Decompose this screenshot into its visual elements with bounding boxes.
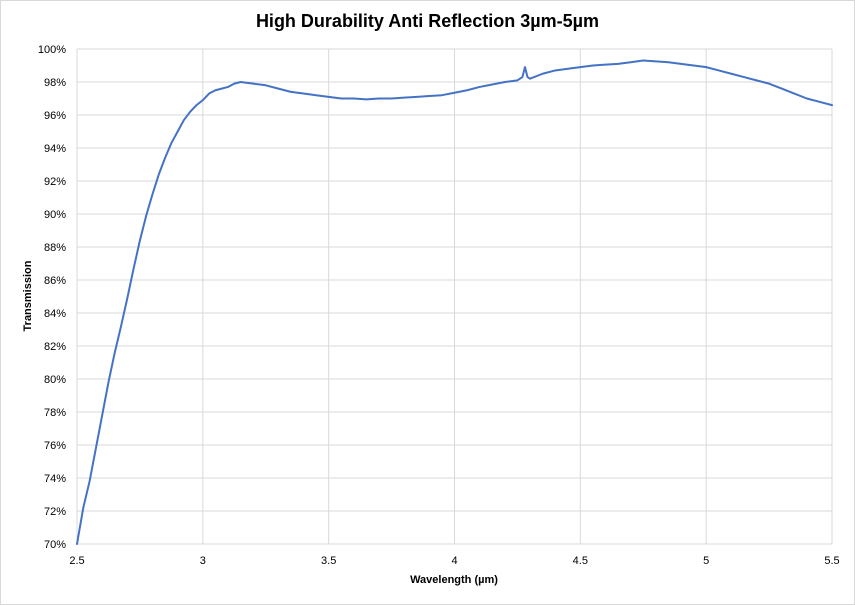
y-tick-label: 90% [44, 209, 66, 221]
x-tick-label: 2.5 [69, 555, 84, 567]
x-tick-label: 3 [200, 555, 206, 567]
y-tick-label: 74% [44, 473, 66, 485]
y-tick-label: 100% [38, 44, 66, 56]
y-tick-label: 80% [44, 374, 66, 386]
x-tick-label: 5 [703, 555, 709, 567]
y-tick-label: 94% [44, 143, 66, 155]
gridlines [76, 48, 833, 545]
y-tick-label: 76% [44, 440, 66, 452]
y-tick-label: 88% [44, 242, 66, 254]
y-tick-label: 72% [44, 506, 66, 518]
y-tick-label: 96% [44, 110, 66, 122]
y-tick-label: 92% [44, 176, 66, 188]
y-tick-label: 82% [44, 341, 66, 353]
x-axis-label: Wavelength (µm) [410, 574, 498, 586]
series-line [76, 59, 833, 545]
y-tick-label: 70% [44, 539, 66, 551]
y-axis-label: Transmission [22, 260, 34, 331]
series-layer [76, 59, 833, 545]
y-tick-label: 78% [44, 407, 66, 419]
x-tick-label: 4.5 [573, 555, 588, 567]
y-tick-label: 98% [44, 77, 66, 89]
chart-title: High Durability Anti Reflection 3µm-5µm [255, 11, 600, 31]
x-tick-label: 3.5 [321, 555, 336, 567]
x-tick-label: 4 [451, 555, 457, 567]
y-tick-label: 86% [44, 275, 66, 287]
y-tick-label: 84% [44, 308, 66, 320]
tick-labels: 70% 72% 74% 76% 78% 80% 82% 84% 86% 88% 90% 92% 94% 9… [38, 44, 840, 567]
x-tick-label: 5.5 [824, 555, 839, 567]
